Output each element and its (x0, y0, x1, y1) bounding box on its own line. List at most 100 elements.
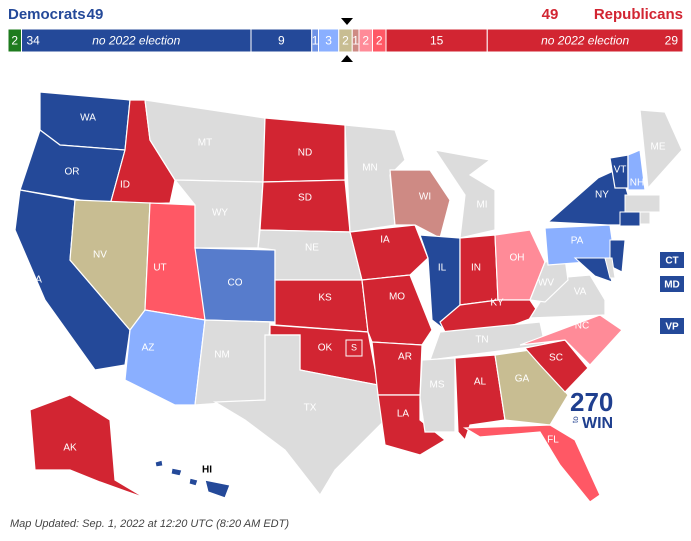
state-label: KS (318, 293, 332, 304)
state-shape (154, 459, 164, 468)
segment-value: 2 (376, 34, 383, 48)
state-shape (194, 319, 271, 406)
segment-note: no 2022 election (541, 34, 629, 48)
state-shape (361, 274, 433, 346)
state-shape (170, 467, 183, 477)
bar-segment (486, 28, 684, 53)
state-shape (639, 109, 683, 190)
state-shape (419, 357, 456, 433)
midpoint-arrow (341, 18, 353, 25)
side-state-box (660, 318, 684, 334)
state-label: NC (575, 321, 589, 332)
state-shape (627, 149, 646, 191)
state-label: UT (153, 263, 166, 274)
state-shape (462, 424, 601, 503)
state-label: WY (212, 208, 228, 219)
state-shape (349, 224, 429, 281)
state-label: IN (471, 263, 481, 274)
state-label: AK (63, 443, 77, 454)
special-election-box (345, 339, 363, 357)
side-state-label: VP (665, 322, 679, 333)
state-label: ND (298, 148, 312, 159)
dem-total: 49 (87, 6, 104, 23)
state-shape (529, 257, 569, 303)
side-state-box (660, 276, 684, 292)
side-state-box (660, 252, 684, 268)
state-label: TN (475, 335, 488, 346)
state-label: MI (476, 200, 487, 211)
state-label: OK (318, 343, 333, 354)
side-state-label: CT (665, 256, 678, 267)
state-shape (573, 257, 613, 283)
special-election-marker: S (351, 342, 357, 352)
state-label: NE (305, 243, 319, 254)
rep-total: 49 (542, 6, 559, 23)
state-label: PA (571, 236, 584, 247)
state-label: GA (515, 374, 530, 385)
rep-label: Republicans (594, 6, 683, 23)
segment-value: 2 (342, 34, 349, 48)
state-label: IL (438, 263, 447, 274)
state-shape (494, 349, 569, 426)
state-label: WI (419, 192, 431, 203)
state-shape (212, 334, 386, 497)
state-label: ID (120, 180, 130, 191)
state-label: LA (397, 409, 410, 420)
state-label: TX (304, 403, 317, 414)
state-label: CO (228, 278, 243, 289)
segment-note: no 2022 election (92, 34, 180, 48)
state-label: MO (389, 292, 405, 303)
state-shape (173, 179, 264, 249)
state-label: OR (65, 167, 80, 178)
side-state-label: MD (664, 280, 680, 291)
state-label: IA (380, 235, 390, 246)
state-label: SC (549, 353, 563, 364)
logo-to: to (571, 416, 580, 423)
state-label: AZ (142, 343, 155, 354)
state-label: WA (80, 113, 96, 124)
segment-value: 29 (665, 34, 679, 48)
state-shape (519, 314, 623, 366)
segment-value: 1 (352, 34, 359, 48)
state-shape (188, 477, 199, 487)
state-label: FL (547, 435, 559, 446)
state-shape (609, 239, 626, 273)
state-shape (433, 149, 496, 239)
state-shape (624, 194, 661, 213)
logo-win: WIN (582, 415, 613, 432)
footer: Map Updated: Sep. 1, 2022 at 12:20 UTC (… (10, 518, 289, 530)
state-label: HI (202, 465, 212, 476)
state-shape (639, 211, 651, 225)
state-shape (124, 309, 206, 406)
state-label: KY (490, 298, 504, 309)
state-label: MT (198, 138, 212, 149)
state-label: CA (28, 275, 42, 286)
logo-number: 270 (570, 387, 613, 417)
state-label: NM (214, 350, 230, 361)
state-label: VA (574, 287, 587, 298)
segment-value: 15 (430, 34, 444, 48)
state-shape (604, 257, 616, 279)
segment-value: 3 (325, 34, 332, 48)
state-label: SD (298, 193, 312, 204)
segment-value: 2 (11, 34, 18, 48)
state-label: NY (595, 190, 609, 201)
state-shape (619, 211, 641, 227)
dem-label: Democrats (8, 6, 86, 23)
state-shape (29, 394, 146, 499)
segment-value: 9 (278, 34, 285, 48)
state-label: VT (614, 165, 627, 176)
state-label: MS (430, 380, 445, 391)
state-shape (259, 179, 351, 233)
state-shape (204, 479, 231, 499)
state-label: NH (630, 178, 644, 189)
state-label: WV (538, 278, 554, 289)
segment-value: 34 (27, 34, 41, 48)
segment-value: 1 (312, 34, 319, 48)
state-label: AR (398, 352, 412, 363)
state-shape (274, 279, 369, 333)
state-label: AL (474, 377, 487, 388)
state-label: MN (362, 163, 378, 174)
state-label: ME (651, 142, 666, 153)
